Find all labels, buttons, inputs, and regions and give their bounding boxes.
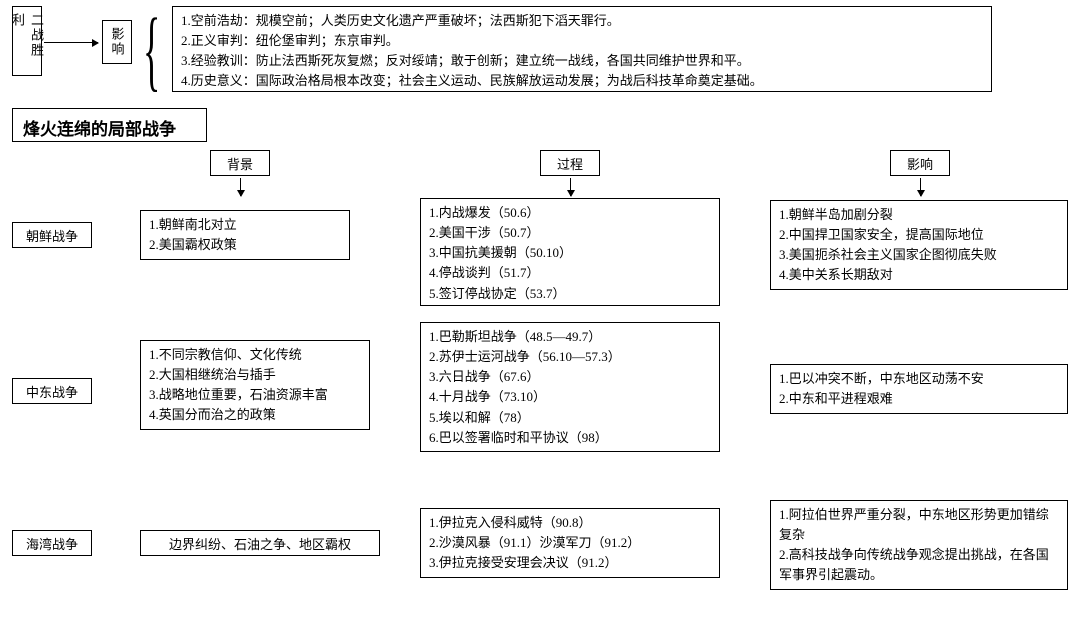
list-item: 1.伊拉克入侵科威特（90.8） [429,513,711,533]
list-item: 4.美中关系长期敌对 [779,265,1059,285]
arrow-down-icon [570,178,571,196]
gulf-process: 1.伊拉克入侵科威特（90.8） 2.沙漠风暴（91.1）沙漠军刀（91.2） … [420,508,720,578]
list-item: 2.中东和平进程艰难 [779,389,1059,409]
list-item: 3.美国扼杀社会主义国家企图彻底失败 [779,245,1059,265]
list-item: 1.空前浩劫：规模空前；人类历史文化遗产严重破坏；法西斯犯下滔天罪行。 [181,11,983,31]
list-item: 1.朝鲜半岛加剧分裂 [779,205,1059,225]
list-item: 1.朝鲜南北对立 [149,215,341,235]
list-item: 4.英国分而治之的政策 [149,405,361,425]
mideast-process: 1.巴勒斯坦战争（48.5—49.7） 2.苏伊士运河战争（56.10—57.3… [420,322,720,452]
mideast-impact: 1.巴以冲突不断，中东地区动荡不安 2.中东和平进程艰难 [770,364,1068,414]
korea-bg: 1.朝鲜南北对立 2.美国霸权政策 [140,210,350,260]
arrow-down-icon [920,178,921,196]
list-item: 1.巴以冲突不断，中东地区动荡不安 [779,369,1059,389]
list-item: 3.经验教训：防止法西斯死灰复燃；反对绥靖；敢于创新；建立统一战线，各国共同维护… [181,51,983,71]
list-item: 1.巴勒斯坦战争（48.5—49.7） [429,327,711,347]
list-item: 2.苏伊士运河战争（56.10—57.3） [429,347,711,367]
col-impact: 影响 [890,150,950,176]
list-item: 2.大国相继统治与插手 [149,365,361,385]
list-item: 2.美国霸权政策 [149,235,341,255]
list-item: 2.美国干涉（50.7） [429,223,711,243]
list-item: 2.高科技战争向传统战争观念提出挑战，在各国军事界引起震动。 [779,545,1059,585]
arrow-root-branch [44,42,98,43]
section-title: 烽火连绵的局部战争 [12,108,207,142]
list-item: 4.停战谈判（51.7） [429,263,711,283]
list-item: 5.埃以和解（78） [429,408,711,428]
col-background: 背景 [210,150,270,176]
row-label-gulf: 海湾战争 [12,530,92,556]
list-item: 3.六日战争（67.6） [429,367,711,387]
list-item: 3.中国抗美援朝（50.10） [429,243,711,263]
list-item: 1.不同宗教信仰、文化传统 [149,345,361,365]
gulf-bg: 边界纠纷、石油之争、地区霸权 [140,530,380,556]
list-item: 3.伊拉克接受安理会决议（91.2） [429,553,711,573]
ww2-impact-list: 1.空前浩劫：规模空前；人类历史文化遗产严重破坏；法西斯犯下滔天罪行。 2.正义… [172,6,992,92]
gulf-impact: 1.阿拉伯世界严重分裂，中东地区形势更加错综复杂 2.高科技战争向传统战争观念提… [770,500,1068,590]
mideast-bg: 1.不同宗教信仰、文化传统 2.大国相继统治与插手 3.战略地位重要，石油资源丰… [140,340,370,430]
list-item: 2.沙漠风暴（91.1）沙漠军刀（91.2） [429,533,711,553]
brace-icon: { [143,6,160,96]
col-process: 过程 [540,150,600,176]
ww2-root: 二战胜利 [12,6,42,76]
list-item: 3.战略地位重要，石油资源丰富 [149,385,361,405]
row-label-mideast: 中东战争 [12,378,92,404]
list-item: 6.巴以签署临时和平协议（98） [429,428,711,448]
list-item: 1.内战爆发（50.6） [429,203,711,223]
ww2-branch: 影响 [102,20,132,64]
row-label-korea: 朝鲜战争 [12,222,92,248]
korea-process: 1.内战爆发（50.6） 2.美国干涉（50.7） 3.中国抗美援朝（50.10… [420,198,720,306]
list-item: 4.历史意义：国际政治格局根本改变；社会主义运动、民族解放运动发展；为战后科技革… [181,71,983,91]
list-item: 2.正义审判：纽伦堡审判；东京审判。 [181,31,983,51]
list-item: 2.中国捍卫国家安全，提高国际地位 [779,225,1059,245]
list-item: 5.签订停战协定（53.7） [429,284,711,304]
arrow-down-icon [240,178,241,196]
list-item: 1.阿拉伯世界严重分裂，中东地区形势更加错综复杂 [779,505,1059,545]
korea-impact: 1.朝鲜半岛加剧分裂 2.中国捍卫国家安全，提高国际地位 3.美国扼杀社会主义国… [770,200,1068,290]
list-item: 4.十月战争（73.10） [429,387,711,407]
